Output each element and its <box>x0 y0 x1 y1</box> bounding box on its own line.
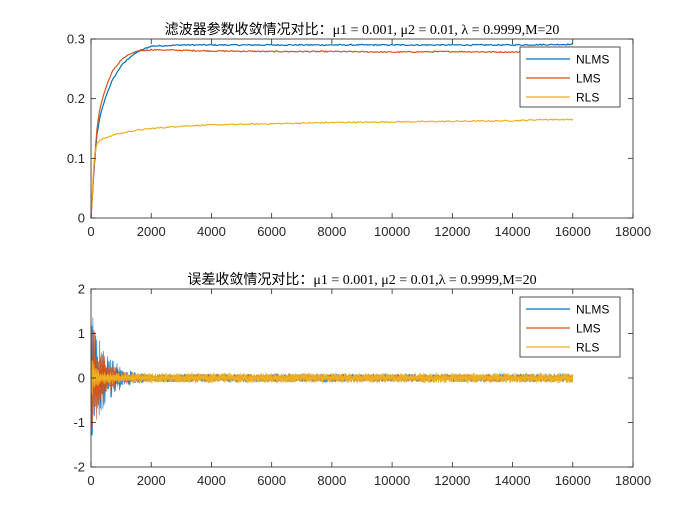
y-tick-label: 1 <box>78 326 85 341</box>
x-tick-label: 0 <box>87 473 94 488</box>
x-tick-label: 2000 <box>137 473 166 488</box>
x-tick-label: 12000 <box>434 473 470 488</box>
y-tick-label: 0.1 <box>67 151 85 166</box>
series-line-rls <box>90 359 574 396</box>
y-tick-label: -2 <box>73 460 85 475</box>
x-tick-label: 16000 <box>555 473 591 488</box>
x-tick-label: 10000 <box>374 224 410 239</box>
y-tick-label: -1 <box>73 415 85 430</box>
legend-label-lms: LMS <box>576 72 601 86</box>
series-group <box>90 317 574 436</box>
x-tick-label: 6000 <box>257 224 286 239</box>
y-tick-label: 2 <box>78 282 85 297</box>
chart-title: 滤波器参数收敛情况对比：μ1 = 0.001, μ2 = 0.01, λ = 0… <box>165 21 560 38</box>
legend-label-rls: RLS <box>576 91 599 105</box>
parameter-convergence-plot: 0 2000 4000 6000 8000 10000 12000 14000 16000 180… <box>67 21 651 239</box>
x-tick-label: 4000 <box>197 224 226 239</box>
x-tick-label: 18000 <box>615 473 651 488</box>
x-tick-label: 8000 <box>317 473 346 488</box>
chart-title: 误差收敛情况对比：μ1 = 0.001, μ2 = 0.01,λ = 0.999… <box>187 272 536 288</box>
legend-label-nlms: NLMS <box>576 303 609 317</box>
legend: NLMS LMS RLS <box>519 296 621 358</box>
series-group <box>90 43 574 219</box>
legend: NLMS LMS RLS <box>519 46 621 108</box>
x-tick-label: 12000 <box>434 224 470 239</box>
x-tick-label: 14000 <box>494 473 530 488</box>
x-tick-label: 14000 <box>494 224 530 239</box>
x-tick-label: 0 <box>87 224 94 239</box>
legend-label-rls: RLS <box>576 341 599 355</box>
y-tick-label: 0 <box>78 211 85 226</box>
axes-box <box>90 38 634 219</box>
x-tick-label: 18000 <box>615 224 651 239</box>
x-tick-label: 6000 <box>257 473 286 488</box>
x-tick-label: 10000 <box>374 473 410 488</box>
x-tick-label: 2000 <box>137 224 166 239</box>
y-tick-label: 0.2 <box>67 91 85 106</box>
legend-label-nlms: NLMS <box>576 53 609 67</box>
x-tick-label: 8000 <box>317 224 346 239</box>
series-line-lms <box>90 48 574 219</box>
series-line-nlms <box>90 43 573 218</box>
legend-label-lms: LMS <box>576 322 601 336</box>
error-convergence-plot: 0 2000 4000 6000 8000 10000 12000 14000 16000 180… <box>73 272 651 488</box>
y-tick-label: 0.3 <box>67 32 85 47</box>
x-tick-label: 4000 <box>197 473 226 488</box>
y-tick-label: 0 <box>78 371 85 386</box>
series-line-rls <box>90 118 574 219</box>
x-tick-label: 16000 <box>555 224 591 239</box>
